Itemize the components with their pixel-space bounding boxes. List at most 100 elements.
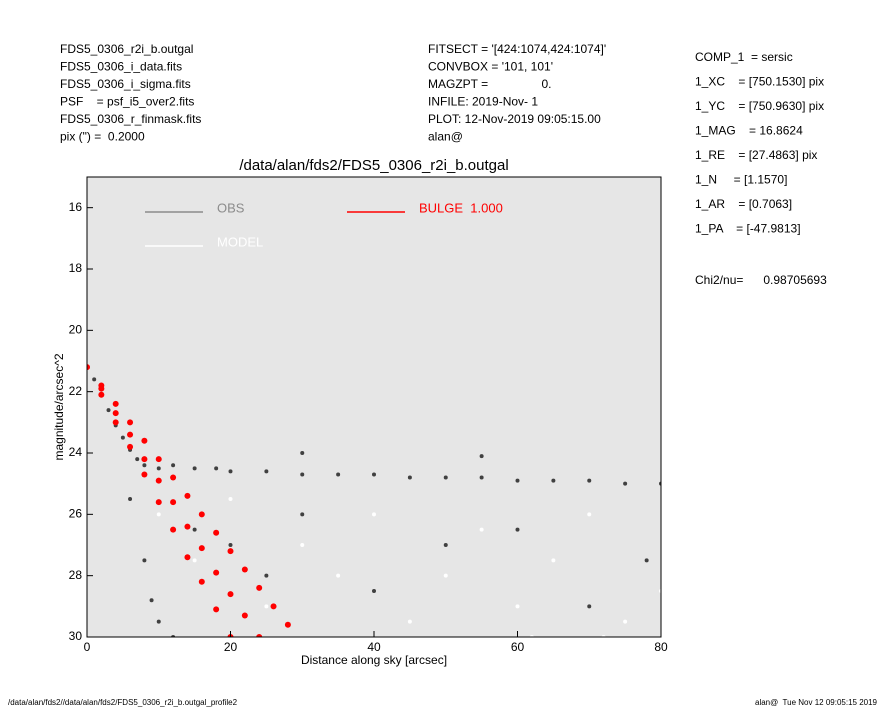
data-point xyxy=(98,385,105,392)
data-point xyxy=(155,499,162,506)
footer-right: alan@ Tue Nov 12 09:05:15 2019 xyxy=(755,698,878,707)
data-point xyxy=(170,499,177,506)
param-line: 1_MAG = 16.8624 xyxy=(695,124,803,138)
data-point xyxy=(372,512,376,517)
data-point xyxy=(227,591,234,598)
header-left-line: FDS5_0306_i_sigma.fits xyxy=(60,77,191,91)
data-point xyxy=(213,529,220,536)
data-point xyxy=(106,408,111,413)
data-point xyxy=(227,548,234,555)
header-middle-line: MAGZPT = 0. xyxy=(428,77,551,91)
data-point xyxy=(551,558,556,563)
y-axis-label: magnitude/arcsec^2 xyxy=(52,353,66,460)
data-point xyxy=(214,466,219,471)
data-point xyxy=(141,471,148,478)
data-point xyxy=(135,457,140,462)
data-point xyxy=(142,558,147,563)
data-point xyxy=(300,451,305,455)
header-left-line: FDS5_0306_r_finmask.fits xyxy=(60,112,201,126)
header-left-line: PSF = psf_i5_over2.fits xyxy=(60,95,194,109)
legend-label: MODEL xyxy=(217,234,263,249)
y-tick-label: 28 xyxy=(69,568,83,582)
data-point xyxy=(515,478,520,483)
x-tick-label: 40 xyxy=(367,640,381,654)
data-point xyxy=(407,475,412,480)
data-point xyxy=(198,545,205,552)
data-point xyxy=(515,604,520,609)
data-point xyxy=(256,584,263,591)
data-point xyxy=(213,606,220,613)
chart-title: /data/alan/fds2/FDS5_0306_r2i_b.outgal xyxy=(239,157,508,174)
data-point xyxy=(336,573,341,578)
header-middle-line: alan@ xyxy=(428,130,463,144)
param-line: 1_YC = [750.9630] pix xyxy=(695,99,824,113)
data-point xyxy=(241,612,248,619)
data-point xyxy=(192,466,197,471)
data-point xyxy=(479,527,484,532)
data-point xyxy=(336,472,341,477)
data-point xyxy=(184,554,191,561)
data-point xyxy=(443,543,448,547)
footer-left: /data/alan/fds2//data/alan/fds2/FDS5_030… xyxy=(8,698,238,707)
header-middle-line: FITSECT = '[424:1074,424:1074]' xyxy=(428,42,606,56)
data-point xyxy=(256,634,263,637)
data-point xyxy=(120,435,125,440)
y-tick-label: 24 xyxy=(69,445,83,459)
data-point xyxy=(156,512,161,517)
x-axis-label: Distance along sky [arcsec] xyxy=(301,653,447,667)
data-point xyxy=(155,477,162,484)
header-left-line: FDS5_0306_r2i_b.outgal xyxy=(60,42,193,56)
data-point xyxy=(156,619,161,624)
data-point xyxy=(128,497,133,501)
data-point xyxy=(198,578,205,585)
data-point xyxy=(98,391,105,398)
data-point xyxy=(92,377,97,382)
param-line: 1_PA = [-47.9813] xyxy=(695,222,801,236)
data-point xyxy=(241,566,248,573)
x-tick-label: 80 xyxy=(654,640,668,654)
y-tick-label: 22 xyxy=(69,384,83,398)
data-point xyxy=(372,472,376,477)
data-point xyxy=(300,512,305,517)
data-point xyxy=(228,543,233,547)
data-point xyxy=(87,364,90,371)
data-point xyxy=(142,463,147,468)
data-point xyxy=(192,527,197,532)
param-line: COMP_1 = sersic xyxy=(695,50,793,64)
data-point xyxy=(198,511,205,518)
chi2: Chi2/nu= 0.98705693 xyxy=(695,273,827,287)
data-point xyxy=(372,589,376,593)
data-point xyxy=(112,400,119,407)
data-point xyxy=(270,603,277,610)
data-point xyxy=(170,526,177,533)
y-tick-label: 26 xyxy=(69,507,83,521)
param-line: 1_RE = [27.4863] pix xyxy=(695,148,817,162)
data-point xyxy=(127,443,134,450)
data-point xyxy=(644,558,649,563)
legend-label: OBS xyxy=(217,200,245,215)
data-point xyxy=(443,475,448,480)
data-point xyxy=(515,527,520,532)
header-left-line: FDS5_0306_i_data.fits xyxy=(60,60,182,74)
x-tick-label: 20 xyxy=(224,640,238,654)
x-tick-label: 0 xyxy=(84,640,91,654)
data-point xyxy=(184,523,191,530)
data-point xyxy=(551,478,556,483)
data-point xyxy=(112,419,119,426)
data-point xyxy=(264,573,269,578)
data-point xyxy=(300,543,305,547)
param-line: 1_AR = [0.7063] xyxy=(695,197,792,211)
data-point xyxy=(192,558,197,563)
data-point xyxy=(300,472,305,477)
param-line: 1_XC = [750.1530] pix xyxy=(695,75,824,89)
legend-label: BULGE 1.000 xyxy=(419,200,503,215)
data-point xyxy=(264,604,269,609)
header-left-line: pix (") = 0.2000 xyxy=(60,130,145,144)
data-point xyxy=(112,410,119,417)
param-line: 1_N = [1.1570] xyxy=(695,173,787,187)
data-point xyxy=(149,598,154,603)
data-point xyxy=(170,474,177,481)
y-tick-label: 30 xyxy=(69,629,83,643)
